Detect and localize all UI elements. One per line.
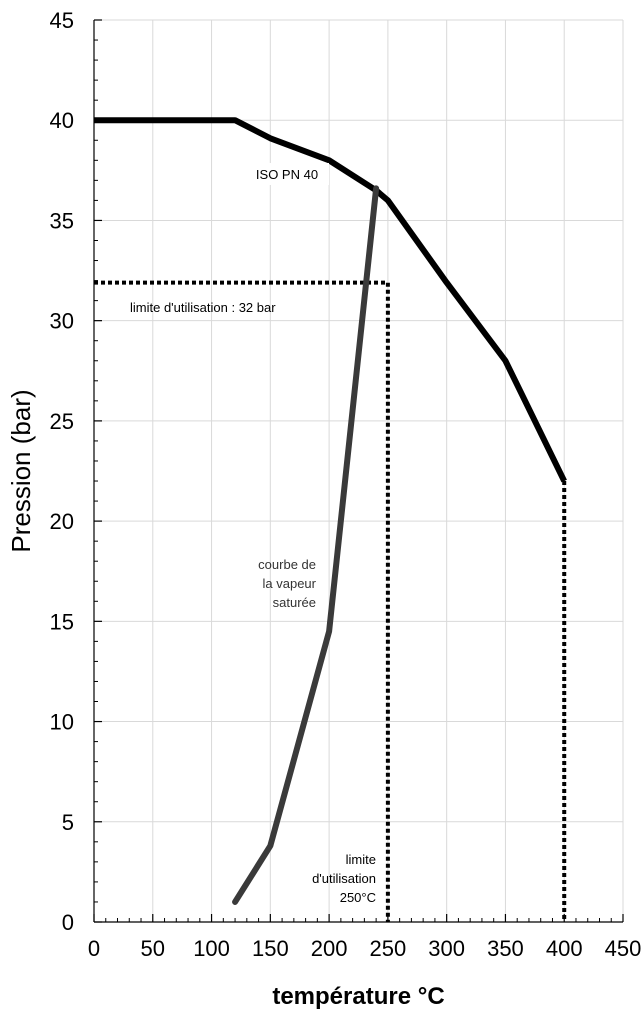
series-0-point bbox=[269, 137, 271, 139]
vapeur-label-line: saturée bbox=[273, 595, 316, 610]
x-tick-label: 400 bbox=[546, 936, 583, 961]
series-0-point bbox=[563, 480, 565, 482]
x-tick-label: 450 bbox=[605, 936, 642, 961]
series-0-point bbox=[93, 119, 95, 121]
series-1-point bbox=[375, 187, 377, 189]
y-tick-label: 25 bbox=[50, 409, 74, 434]
y-tick-label: 30 bbox=[50, 309, 74, 334]
x-axis-title: température °C bbox=[272, 983, 444, 1010]
limite-temp-label-line: d'utilisation bbox=[312, 871, 376, 886]
x-tick-label: 200 bbox=[311, 936, 348, 961]
y-tick-label: 40 bbox=[50, 108, 74, 133]
limite-pression-label: limite d'utilisation : 32 bar bbox=[130, 300, 276, 315]
reference-line-limite-pression bbox=[94, 280, 390, 922]
limite-temp-label-line: 250°C bbox=[340, 890, 376, 905]
series-layer bbox=[93, 117, 567, 905]
annotations: ISO PN 40 limite d'utilisation : 32 bar co… bbox=[130, 163, 376, 905]
reference-lines bbox=[94, 280, 567, 922]
y-tick-label: 45 bbox=[50, 8, 74, 33]
series-0-point bbox=[387, 199, 389, 201]
series-0-point bbox=[234, 119, 236, 121]
y-tick-label: 15 bbox=[50, 609, 74, 634]
series-1-point bbox=[269, 845, 271, 847]
y-tick-label: 0 bbox=[62, 910, 74, 935]
axes bbox=[93, 19, 624, 923]
y-axis-title: Pression (bar) bbox=[6, 389, 36, 552]
iso-label: ISO PN 40 bbox=[256, 167, 318, 182]
x-tick-label: 150 bbox=[252, 936, 289, 961]
series-0-point bbox=[328, 159, 330, 161]
y-tick-label: 20 bbox=[50, 509, 74, 534]
x-tick-label: 300 bbox=[428, 936, 465, 961]
x-tick-label: 100 bbox=[193, 936, 230, 961]
y-tick-label: 5 bbox=[62, 810, 74, 835]
series-line-1 bbox=[232, 185, 380, 905]
grid bbox=[94, 19, 624, 922]
minor-ticks bbox=[94, 39, 612, 922]
series-0-point bbox=[446, 282, 448, 284]
x-tick-label: 350 bbox=[487, 936, 524, 961]
y-tick-label: 35 bbox=[50, 208, 74, 233]
limite-temp-label-line: limite bbox=[346, 852, 376, 867]
labels: 0 50 100 150 200 250 300 350 400 450 0 5 10 15 20 25 30 3… bbox=[6, 8, 641, 1010]
series-0-point bbox=[504, 360, 506, 362]
series-1-point bbox=[328, 630, 330, 632]
y-tick-label: 10 bbox=[50, 710, 74, 735]
x-tick-label: 0 bbox=[88, 936, 100, 961]
series-1-point bbox=[234, 901, 236, 903]
x-tick-label: 250 bbox=[370, 936, 407, 961]
iso-label-bg bbox=[247, 163, 329, 185]
vapeur-label-line: courbe de bbox=[258, 557, 316, 572]
x-tick-label: 50 bbox=[141, 936, 165, 961]
vapeur-label-line: la vapeur bbox=[263, 576, 317, 591]
